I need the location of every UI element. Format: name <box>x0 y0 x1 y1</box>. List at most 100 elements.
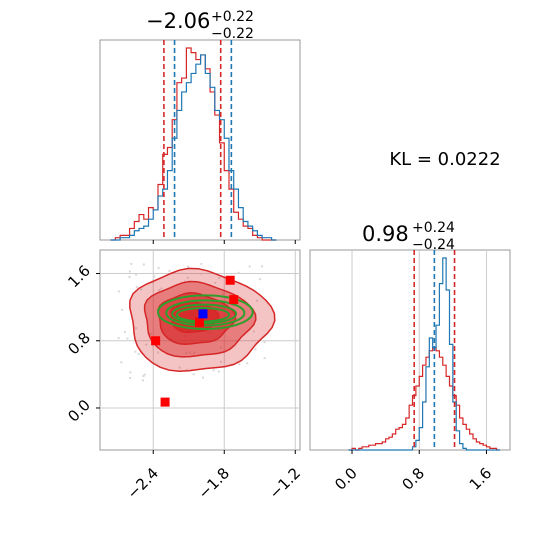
joint-sample-point <box>158 289 161 292</box>
joint-blue-marker <box>198 309 208 319</box>
joint-sample-point <box>120 361 123 364</box>
joint-sample-point <box>153 275 156 278</box>
joint-sample-point <box>129 371 132 374</box>
joint-sample-point <box>252 330 255 333</box>
y-marginal-histogram-panel: 0.0 0.8 1.6 <box>309 249 511 494</box>
y-marginal-frame <box>309 249 511 451</box>
y-marginal-tick-label: 0.0 <box>331 464 361 494</box>
joint-sample-point <box>129 376 132 379</box>
joint-sample-point <box>217 370 220 373</box>
joint-sample-point <box>185 352 188 355</box>
joint-sample-point <box>212 369 215 372</box>
joint-sample-point <box>200 262 203 265</box>
joint-red-marker <box>225 275 235 285</box>
joint-sample-point <box>188 351 191 354</box>
joint-red-marker <box>160 397 170 407</box>
x-marginal-frame <box>99 39 301 241</box>
joint-sample-point <box>214 281 217 284</box>
joint-sample-point <box>121 308 124 311</box>
x-marginal-histogram-panel <box>99 39 301 244</box>
joint-sample-point <box>219 360 222 363</box>
joint-sample-point <box>128 275 131 278</box>
joint-sample-point <box>248 265 251 268</box>
joint-sample-point <box>256 299 259 302</box>
joint-green-contour <box>165 299 246 327</box>
x-title-main: −2.06 <box>146 9 210 33</box>
x-red-histogram <box>110 47 277 241</box>
joint-sample-point <box>226 304 229 307</box>
joint-green-contour <box>156 294 254 330</box>
joint-sample-point <box>219 346 222 349</box>
joint-y-tick-label: 1.6 <box>64 262 94 292</box>
joint-sample-point <box>192 373 195 376</box>
joint-sample-point <box>187 265 190 268</box>
joint-sample-point <box>135 286 138 289</box>
joint-sample-point <box>263 357 266 360</box>
joint-x-tick-label: −1.2 <box>266 464 304 502</box>
joint-y-tick-label: 0.0 <box>64 396 94 426</box>
joint-sample-point <box>237 271 240 274</box>
joint-sample-point <box>261 265 264 268</box>
joint-sample-point <box>185 368 188 371</box>
joint-sample-point <box>225 297 228 300</box>
joint-sample-point <box>222 292 225 295</box>
joint-sample-point <box>178 366 181 369</box>
kl-annotation: KL = 0.0222 <box>389 149 500 170</box>
y-title-sub: −0.24 <box>412 237 455 253</box>
joint-sample-point <box>157 266 160 269</box>
joint-sample-point <box>151 344 154 347</box>
x-title-sub: −0.22 <box>211 26 254 42</box>
joint-sample-point <box>135 273 138 276</box>
joint-sample-point <box>254 348 257 351</box>
y-marginal-tick-label: 1.6 <box>466 464 496 494</box>
joint-sample-point <box>246 362 249 365</box>
joint-sample-point <box>135 327 138 330</box>
joint-density-panel: −2.4 −1.8 −1.2 0.0 0.8 1.6 <box>64 249 304 503</box>
joint-sample-point <box>143 373 146 376</box>
joint-sample-point <box>186 276 189 279</box>
joint-sample-point <box>218 277 221 280</box>
joint-sample-point <box>168 269 171 272</box>
y-param-title: 0.98 +0.24 −0.24 <box>362 220 455 253</box>
joint-red-marker <box>151 336 161 346</box>
joint-sample-point <box>142 263 145 266</box>
joint-green-contour <box>171 303 238 325</box>
joint-sample-point <box>231 304 234 307</box>
joint-sample-point <box>201 376 204 379</box>
x-title-sup: +0.22 <box>211 9 254 25</box>
joint-sample-point <box>149 333 152 336</box>
joint-sample-point <box>117 337 120 340</box>
joint-sample-point <box>130 262 133 265</box>
joint-frame <box>99 249 301 451</box>
joint-sample-point <box>157 351 160 354</box>
joint-x-tick-label: −2.4 <box>124 464 162 502</box>
joint-sample-point <box>126 337 129 340</box>
joint-sample-point <box>193 351 196 354</box>
joint-x-tick-label: −1.8 <box>195 464 233 502</box>
joint-sample-point <box>151 281 154 284</box>
joint-sample-point <box>137 353 140 356</box>
joint-sample-point <box>259 278 262 281</box>
joint-sample-point <box>117 290 120 293</box>
joint-sample-point <box>238 363 241 366</box>
joint-sample-point <box>263 341 266 344</box>
joint-sample-point <box>123 330 126 333</box>
joint-sample-point <box>141 379 144 382</box>
joint-red-marker <box>194 317 204 327</box>
joint-sample-point <box>128 270 131 273</box>
joint-contours <box>129 267 276 407</box>
joint-sample-point <box>145 343 148 346</box>
joint-red-marker <box>229 295 239 305</box>
y-marginal-tick-label: 0.8 <box>398 464 428 494</box>
y-red-histogram <box>348 347 500 451</box>
y-title-main: 0.98 <box>362 222 409 246</box>
joint-sample-point <box>134 350 137 353</box>
joint-y-tick-label: 0.8 <box>64 329 94 359</box>
x-blue-histogram <box>110 54 277 241</box>
x-param-title: −2.06 +0.22 −0.22 <box>146 9 254 42</box>
y-blue-histogram <box>348 257 500 451</box>
y-title-sup: +0.24 <box>412 220 455 236</box>
joint-sample-point <box>142 375 145 378</box>
joint-sample-point <box>140 288 143 291</box>
